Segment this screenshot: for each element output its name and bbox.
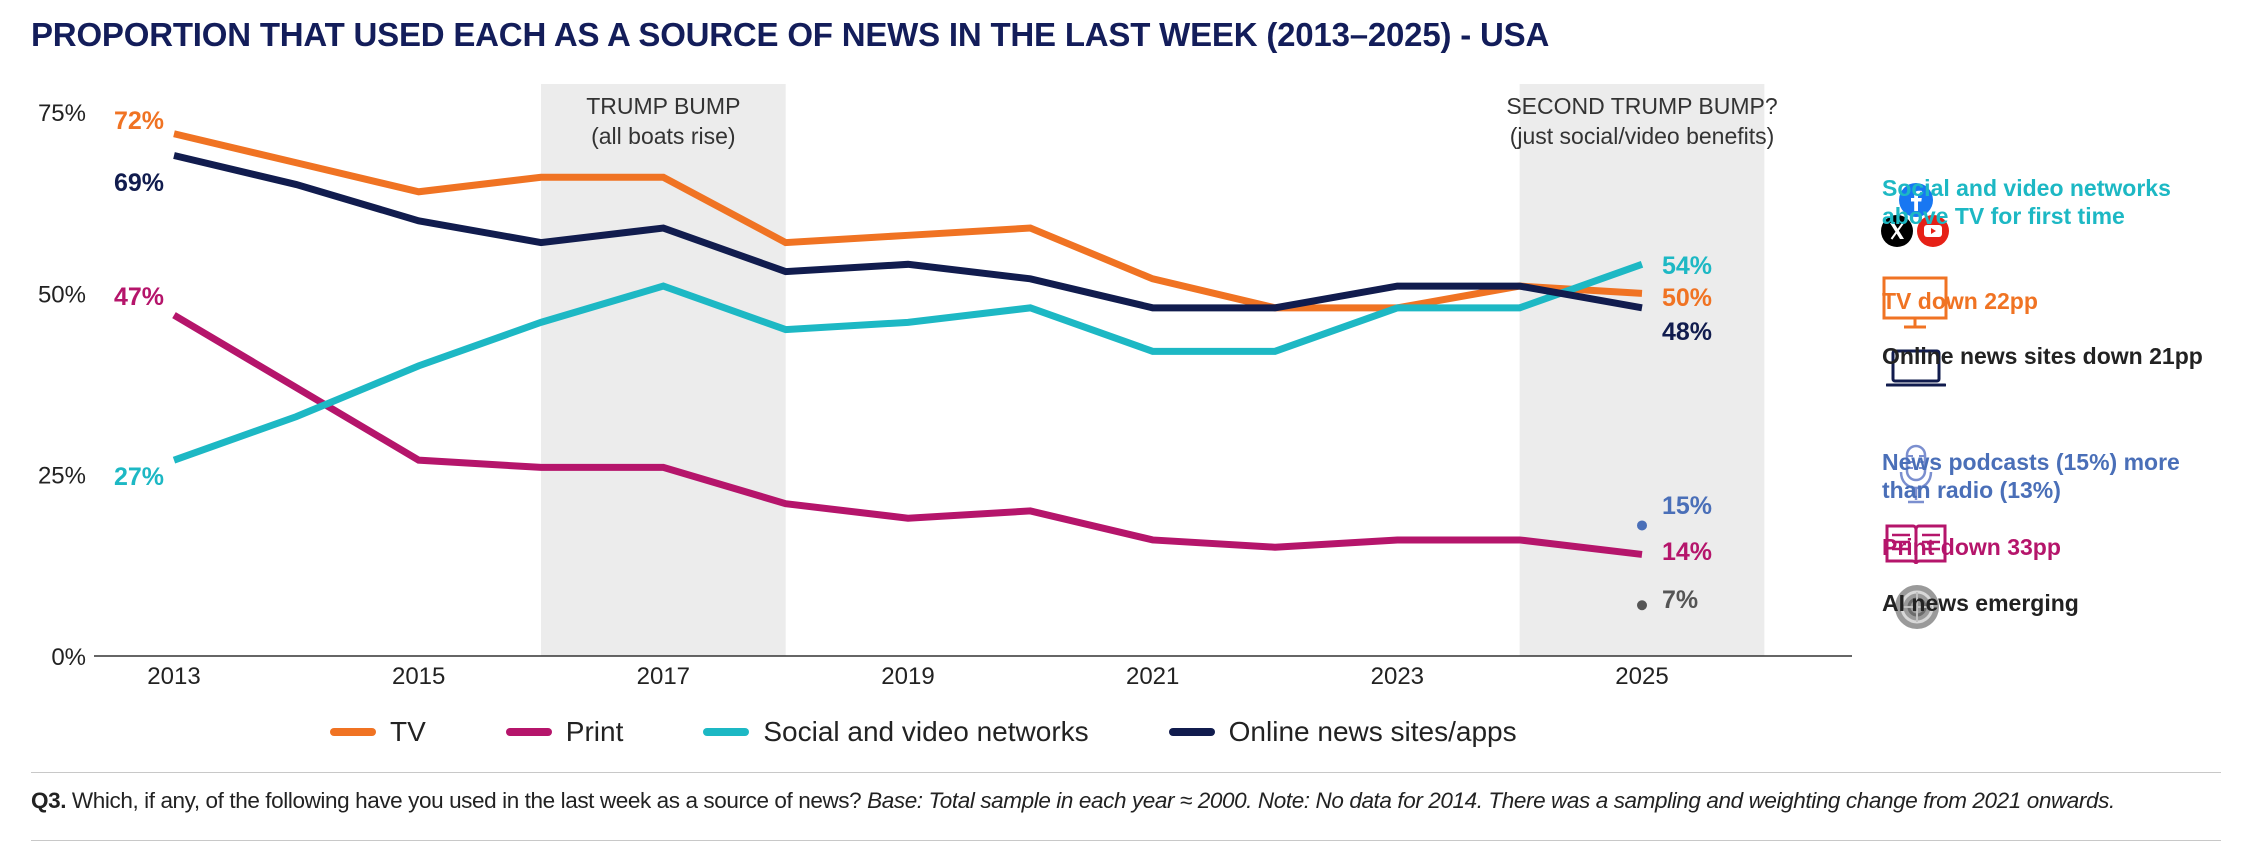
point-2025-1	[1637, 600, 1647, 611]
x-tick-label: 2015	[392, 663, 445, 690]
shaded-period-1	[1519, 84, 1765, 656]
divider-bottom	[31, 840, 2221, 841]
end-label-0: 54%	[1662, 252, 1712, 280]
newspaper-icon	[1885, 524, 1947, 565]
laptop-icon	[1886, 349, 1946, 387]
legend-label-social: Social and video networks	[763, 716, 1089, 747]
start-label-2: 47%	[114, 283, 164, 311]
x-tick-label: 2023	[1371, 663, 1424, 690]
x-tick-label: 2025	[1615, 663, 1668, 690]
shaded-label-0-line2: (all boats rise)	[591, 123, 735, 149]
tv-icon	[1882, 276, 1948, 329]
start-label-3: 27%	[114, 463, 164, 491]
y-tick-label: 0%	[51, 644, 86, 671]
end-label-5: 7%	[1662, 586, 1698, 614]
x-icon	[1881, 215, 1913, 247]
legend-swatch-social	[703, 728, 750, 736]
shaded-label-1-line1: SECOND TRUMP BUMP?	[1506, 93, 1777, 119]
footnote-question: Which, if any, of the following have you…	[66, 788, 868, 813]
start-label-0: 72%	[114, 107, 164, 135]
x-tick-label: 2021	[1126, 663, 1179, 690]
legend-swatch-print	[505, 728, 552, 736]
footnote-question-number: Q3.	[31, 788, 67, 813]
divider-top	[31, 772, 2221, 773]
microphone-icon	[1899, 444, 1933, 504]
legend-swatch-online	[1168, 728, 1215, 736]
shaded-period-0	[541, 84, 786, 656]
note-tv: TV down 22pp	[1882, 288, 2038, 314]
x-tick-label: 2013	[147, 663, 200, 690]
facebook-icon	[1899, 183, 1933, 217]
footnote-base: Base: Total sample in each year ≈ 2000. …	[867, 788, 2115, 813]
footnote: Q3. Which, if any, of the following have…	[31, 788, 2231, 814]
series-line-2	[172, 261, 1644, 464]
note-podcasts: News podcasts (15%) more than radio (13%…	[1882, 449, 2180, 503]
series-line-3	[173, 152, 1643, 312]
y-tick-label: 50%	[38, 281, 86, 308]
y-tick-label: 75%	[38, 100, 86, 127]
legend-item-online: Online news sites/apps	[1168, 716, 1517, 748]
chart-legend: TV Print Social and video networks Onlin…	[330, 712, 1597, 752]
legend-label-tv: TV	[390, 716, 426, 747]
legend-label-print: Print	[565, 716, 624, 747]
x-tick-label: 2017	[637, 663, 690, 690]
youtube-icon	[1917, 215, 1949, 247]
end-label-4: 14%	[1662, 538, 1712, 566]
shaded-label-1-line2: (just social/video benefits)	[1510, 123, 1775, 149]
shaded-label-0-line1: TRUMP BUMP	[586, 93, 740, 119]
note-social: Social and video networks above TV for f…	[1882, 175, 2171, 229]
series-line-1	[172, 312, 1643, 558]
note-online: Online news sites down 21pp	[1882, 343, 2203, 369]
note-ai: AI news emerging	[1882, 590, 2079, 616]
x-tick-label: 2019	[881, 663, 934, 690]
end-label-3: 15%	[1662, 492, 1712, 520]
point-2025-0	[1637, 520, 1647, 531]
legend-item-tv: TV	[330, 716, 426, 748]
ai-logo-icon	[1895, 585, 1939, 629]
y-tick-label: 25%	[38, 463, 86, 490]
chart-title: PROPORTION THAT USED EACH AS A SOURCE OF…	[31, 16, 1550, 53]
note-print: Print down 33pp	[1882, 534, 2061, 560]
end-label-1: 50%	[1662, 284, 1712, 312]
legend-swatch-tv	[330, 728, 376, 736]
series-line-0	[173, 130, 1643, 312]
legend-item-social: Social and video networks	[703, 716, 1089, 748]
legend-label-online: Online news sites/apps	[1228, 716, 1517, 747]
start-label-1: 69%	[114, 169, 164, 197]
legend-item-print: Print	[505, 716, 624, 748]
end-label-2: 48%	[1662, 318, 1712, 346]
